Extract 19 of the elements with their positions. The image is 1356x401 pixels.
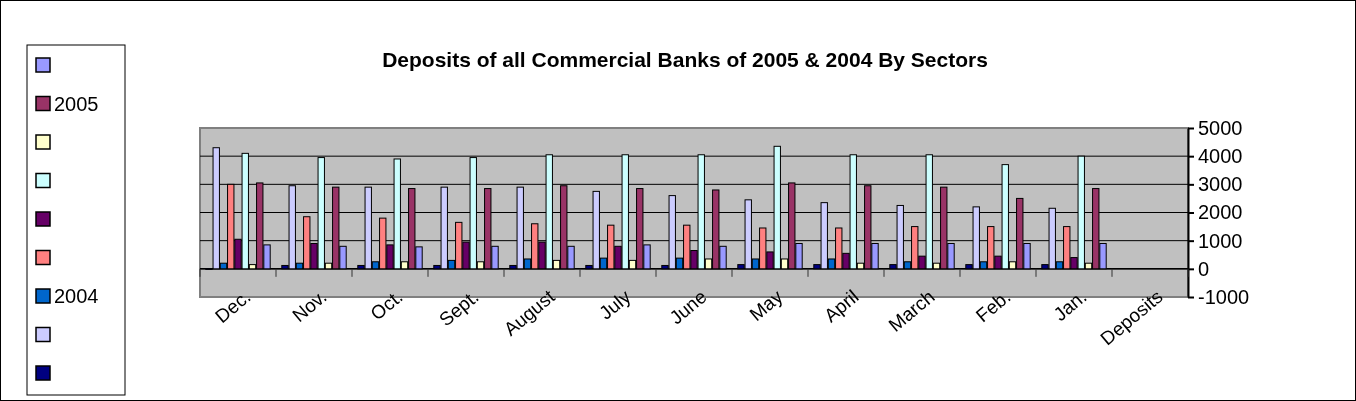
x-tick-label: Jan. (1049, 285, 1091, 325)
y-tick-label: 4000 (1198, 145, 1243, 168)
x-tick-label: Nov. (288, 285, 331, 327)
y-tick-label: 3000 (1198, 173, 1243, 196)
x-tick-label: Feb. (971, 285, 1015, 327)
x-tick-label: July (595, 285, 635, 324)
y-tick-label: 5000 (1198, 116, 1243, 139)
legend-label: 2004 (54, 285, 99, 307)
x-tick-label: June (665, 285, 711, 329)
x-tick-label: May (745, 285, 787, 325)
y-tick-label: 0 (1198, 257, 1210, 280)
legend-label: 2005 (54, 92, 99, 115)
chart-title: Deposits of all Commercial Banks of 2005 & 2004 By Sectors (382, 48, 988, 71)
x-tick-label: Oct. (366, 285, 407, 325)
y-tick-label: 1000 (1198, 229, 1243, 252)
x-tick-label: Sept. (435, 285, 483, 331)
y-tick-label: -1000 (1198, 285, 1250, 308)
y-tick-label: 2000 (1198, 201, 1243, 224)
x-tick-label: Dec. (211, 285, 255, 328)
